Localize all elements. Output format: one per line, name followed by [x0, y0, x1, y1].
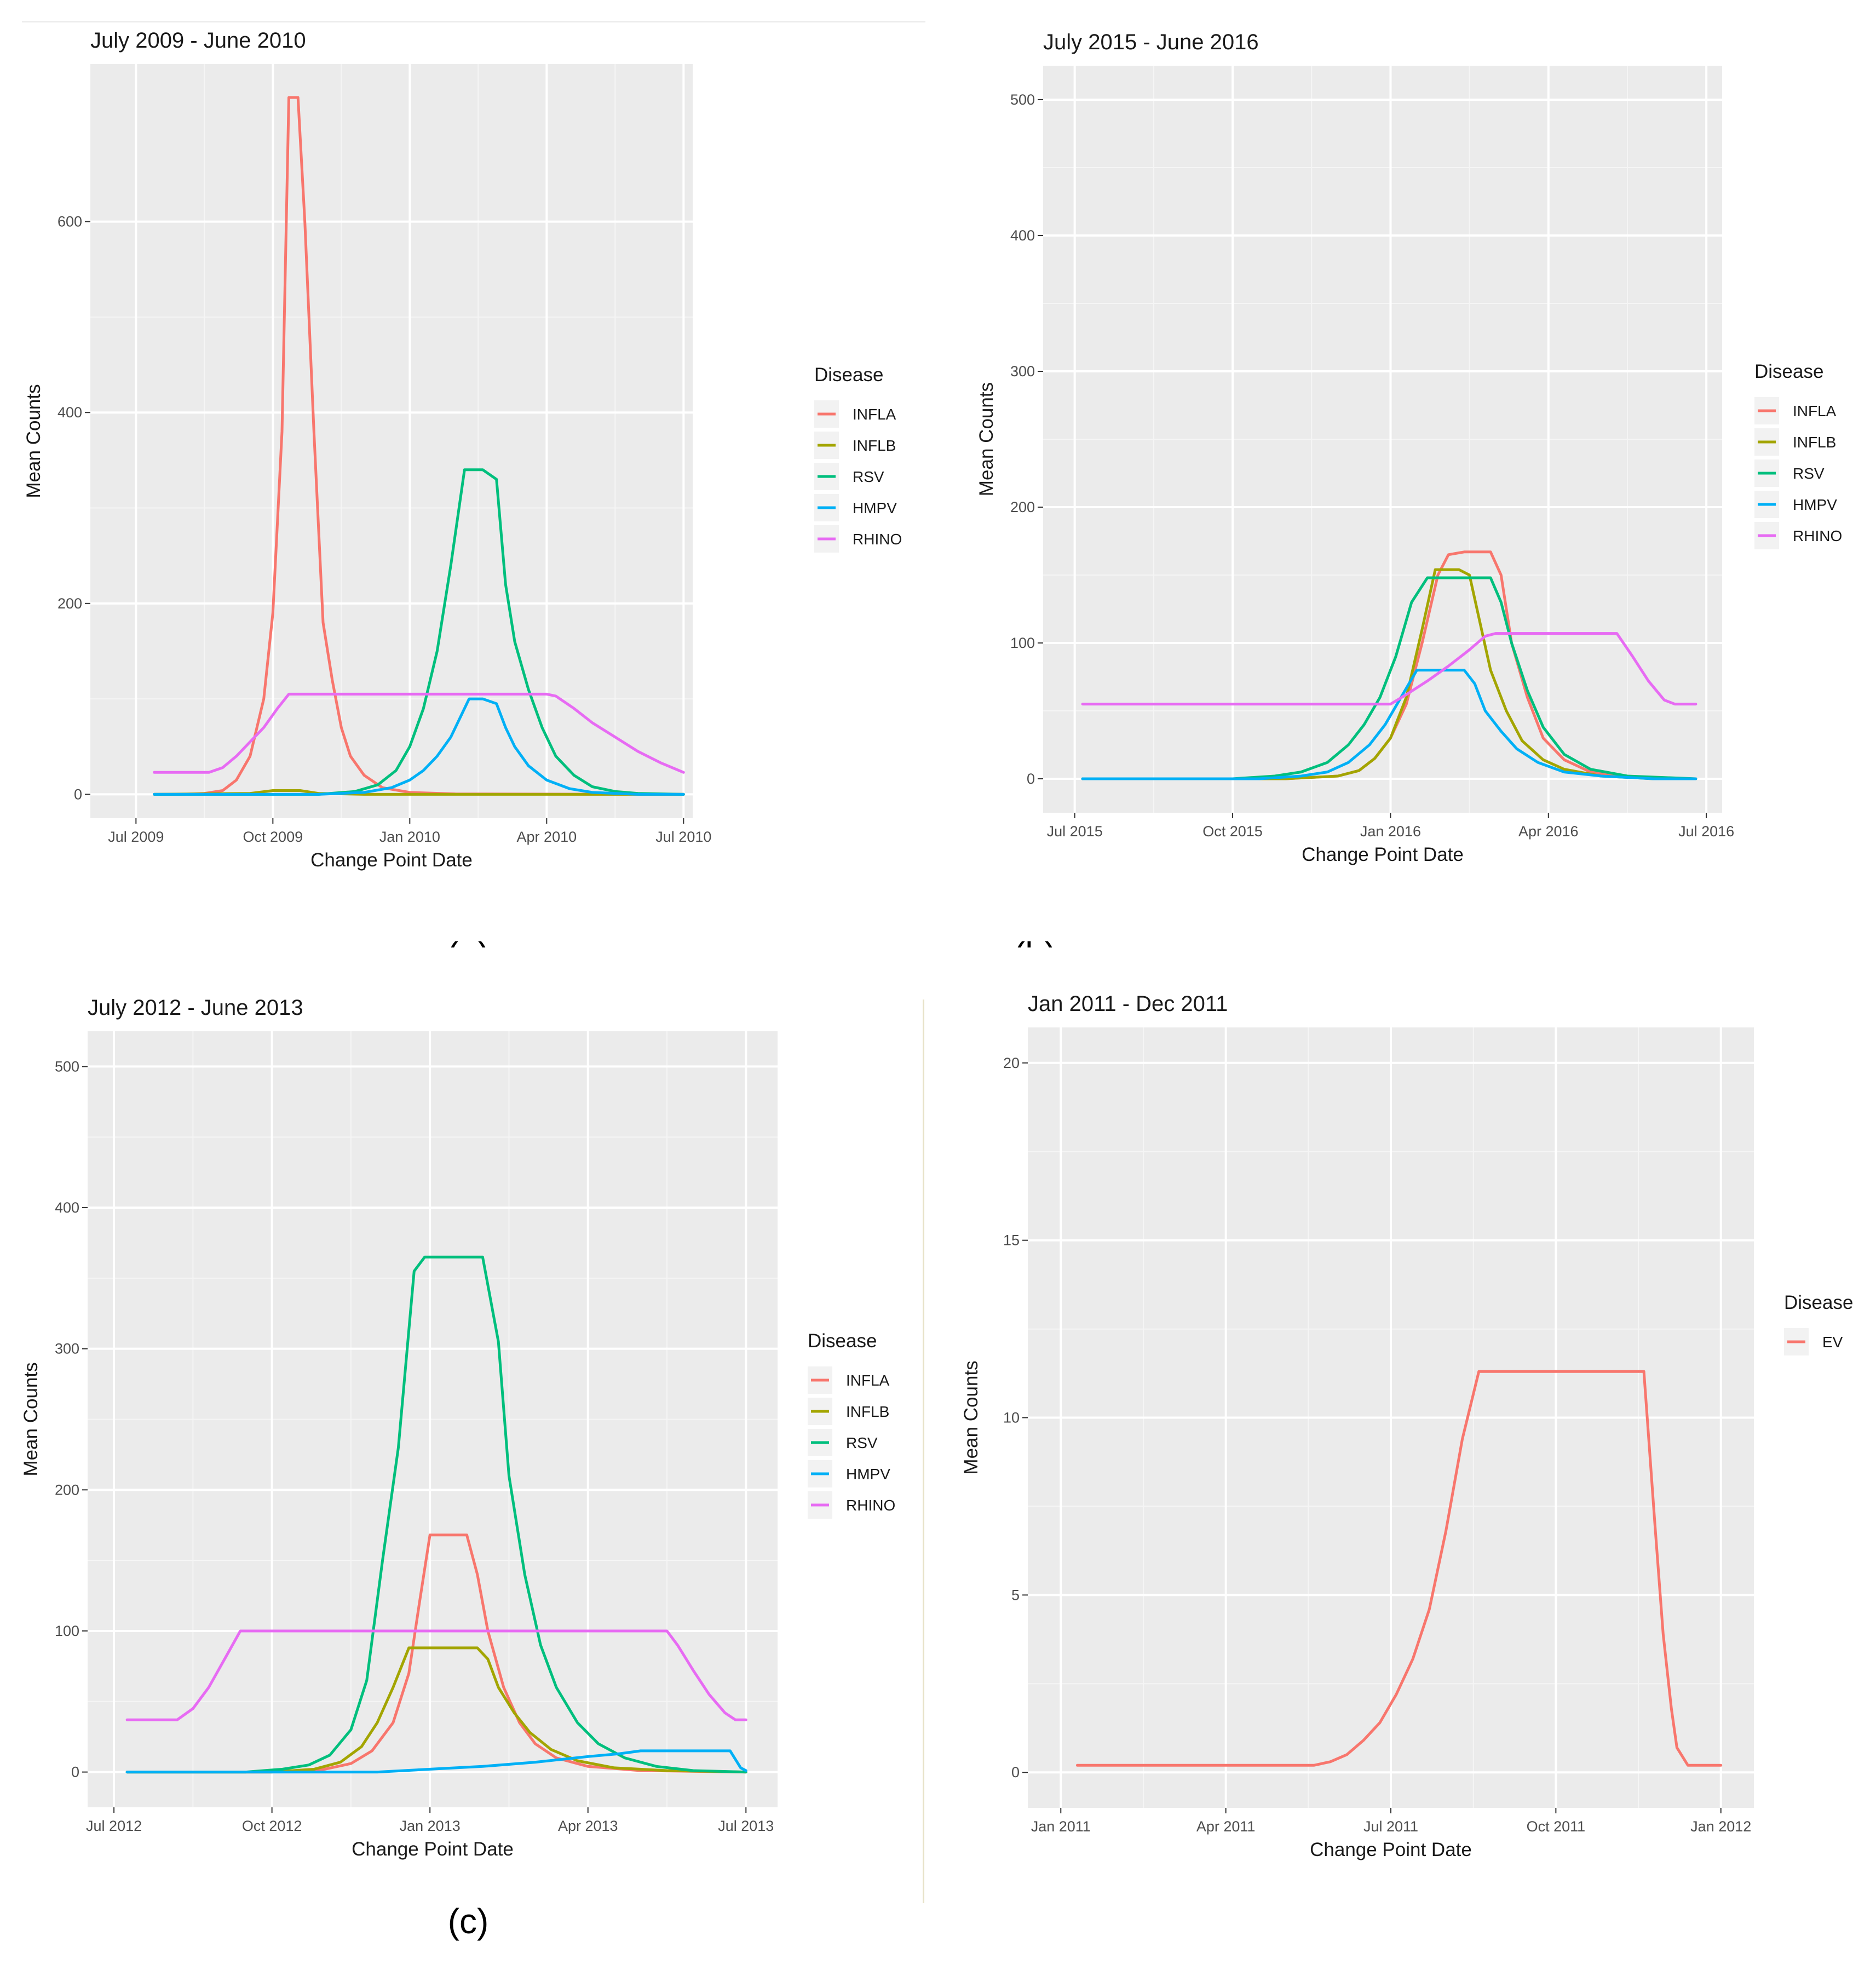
y-tick-label: 200 — [55, 1481, 79, 1498]
top-divider-line — [22, 21, 925, 22]
y-tick-label: 200 — [57, 595, 82, 612]
legend-item-infla: INFLA — [1793, 403, 1837, 420]
legend-item-inflb: INFLB — [846, 1403, 889, 1420]
y-axis-title: Mean Counts — [23, 384, 44, 498]
x-axis-title: Change Point Date — [1302, 844, 1464, 865]
x-tick-label: Jan 2012 — [1690, 1818, 1751, 1835]
y-axis-title: Mean Counts — [976, 382, 997, 496]
x-tick-label: Jul 2011 — [1363, 1818, 1418, 1835]
x-axis-title: Change Point Date — [1310, 1839, 1472, 1860]
chart-title: July 2012 - June 2013 — [88, 996, 303, 1020]
legend-item-rsv: RSV — [853, 468, 884, 485]
chart-panel-d: Jan 2011 - Dec 2011 Jan 2011 Apr 2011 Jul 2… — [960, 992, 1853, 1860]
chart-panel-a: July 2009 - June 2010 Jul 2009 Oct 2009 Jan… — [23, 28, 902, 947]
x-tick-label: Oct 2011 — [1527, 1818, 1586, 1835]
y-tick-label: 0 — [71, 1764, 79, 1780]
y-tick-label: 400 — [1010, 227, 1035, 244]
legend-item-inflb: INFLB — [1793, 434, 1836, 451]
x-tick-label: Apr 2013 — [558, 1818, 618, 1834]
x-tick-label: Jul 2012 — [86, 1818, 142, 1834]
series-line-rsv — [1081, 576, 1697, 780]
y-tick-label: 300 — [55, 1341, 79, 1357]
x-tick-label: Jan 2010 — [379, 829, 440, 845]
x-tick-label: Oct 2012 — [242, 1818, 302, 1834]
y-tick-label: 400 — [55, 1199, 79, 1216]
legend-item-hmpv: HMPV — [846, 1466, 890, 1483]
legend-title: Disease — [1784, 1292, 1853, 1313]
y-tick-label: 100 — [1010, 635, 1035, 651]
series-line-rsv — [125, 1255, 747, 1774]
x-tick-label: Jul 2015 — [1047, 823, 1103, 840]
y-axis-title: Mean Counts — [20, 1362, 42, 1476]
x-tick-label: Apr 2011 — [1196, 1818, 1256, 1835]
y-tick-label: 500 — [1010, 91, 1035, 108]
y-tick-label: 20 — [1003, 1055, 1020, 1071]
y-tick-label: 15 — [1003, 1232, 1020, 1249]
series-line-ev — [1075, 1370, 1723, 1767]
y-tick-label: 400 — [57, 404, 82, 421]
y-tick-label: 10 — [1003, 1410, 1020, 1426]
legend-item-infla: INFLA — [853, 406, 896, 423]
x-tick-label: Jul 2010 — [655, 829, 711, 845]
series-line-rhino — [1081, 632, 1697, 706]
chart-title: July 2015 - June 2016 — [1043, 30, 1259, 54]
series-line-hmpv — [125, 1749, 747, 1774]
chart-title: July 2009 - June 2010 — [90, 28, 306, 53]
legend-item-rhino: RHINO — [853, 531, 902, 548]
series-line-rhino — [153, 692, 685, 774]
x-axis-title: Change Point Date — [310, 849, 473, 871]
y-tick-label: 0 — [1027, 771, 1035, 787]
y-tick-label: 200 — [1010, 499, 1035, 515]
panel-caption: (b) — [1014, 935, 1056, 947]
x-tick-label: Oct 2015 — [1202, 823, 1263, 840]
y-tick-label: 5 — [1011, 1587, 1020, 1603]
x-tick-label: Jan 2013 — [400, 1818, 461, 1834]
x-tick-label: Jul 2013 — [718, 1818, 774, 1834]
y-tick-label: 0 — [1011, 1764, 1020, 1780]
x-tick-label: Jan 2016 — [1360, 823, 1421, 840]
y-tick-label: 300 — [1010, 363, 1035, 380]
y-tick-label: 600 — [57, 214, 82, 230]
series-line-rsv — [153, 468, 685, 796]
legend-item-rhino: RHINO — [846, 1497, 895, 1514]
legend-item-rsv: RSV — [846, 1434, 878, 1451]
legend-item-inflb: INFLB — [853, 437, 896, 454]
legend-item-ev: EV — [1822, 1334, 1843, 1351]
panel-caption: (c) — [448, 1902, 489, 1941]
legend-title: Disease — [808, 1330, 877, 1352]
panel-caption: (a) — [447, 935, 490, 947]
series-line-inflb — [125, 1646, 747, 1774]
legend-title: Disease — [1754, 361, 1823, 382]
x-tick-label: Apr 2010 — [517, 829, 577, 845]
series-line-infla — [153, 96, 685, 796]
y-tick-label: 0 — [74, 786, 82, 802]
series-line-inflb — [1081, 568, 1697, 780]
chart-panel-b: July 2015 - June 2016 Jul 2015 Oct 2015 Jan… — [976, 30, 1842, 947]
plot-background — [90, 64, 693, 818]
x-axis-title: Change Point Date — [352, 1839, 514, 1860]
chart-panel-c: July 2012 - June 2013 Jul 2012 Oct 2012 Jan… — [20, 996, 895, 1941]
y-tick-label: 100 — [55, 1623, 79, 1639]
legend-title: Disease — [814, 364, 883, 386]
x-tick-label: Jul 2009 — [108, 829, 164, 845]
x-tick-label: Jan 2011 — [1031, 1818, 1091, 1835]
series-line-rhino — [125, 1629, 747, 1721]
legend-item-rsv: RSV — [1793, 465, 1825, 482]
legend-item-hmpv: HMPV — [853, 499, 897, 516]
x-tick-label: Apr 2016 — [1518, 823, 1579, 840]
x-tick-label: Jul 2016 — [1678, 823, 1734, 840]
chart-title: Jan 2011 - Dec 2011 — [1028, 992, 1228, 1016]
y-axis-title: Mean Counts — [960, 1360, 982, 1474]
x-tick-label: Oct 2009 — [243, 829, 303, 845]
legend-item-hmpv: HMPV — [1793, 496, 1837, 513]
legend-item-rhino: RHINO — [1793, 527, 1842, 544]
series-line-infla — [125, 1533, 747, 1774]
y-tick-label: 500 — [55, 1058, 79, 1075]
series-line-hmpv — [1081, 669, 1697, 780]
legend-item-infla: INFLA — [846, 1372, 890, 1389]
series-line-hmpv — [153, 697, 685, 796]
vertical-divider-line — [923, 1000, 924, 1903]
